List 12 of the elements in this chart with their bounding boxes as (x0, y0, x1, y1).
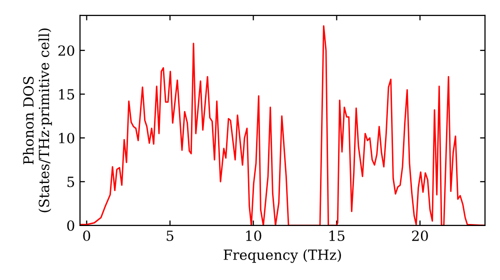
x-tick-label: 10 (246, 230, 262, 242)
x-tick-label: 5 (166, 230, 174, 242)
y-tick-label: 0 (67, 220, 74, 231)
y-axis-title: Phonon DOS (States/THz·primitive cell) (22, 28, 52, 212)
y-tick-label: 5 (67, 176, 74, 188)
x-axis-title: Frequency (THz) (224, 249, 341, 263)
y-tick-label: 10 (59, 132, 74, 144)
x-tick-label: 0 (83, 230, 90, 242)
y-tick-label: 20 (58, 45, 74, 56)
y-tick-label: 15 (59, 89, 74, 100)
x-tick-label: 20 (412, 230, 428, 242)
x-tick-label: 15 (330, 230, 344, 242)
